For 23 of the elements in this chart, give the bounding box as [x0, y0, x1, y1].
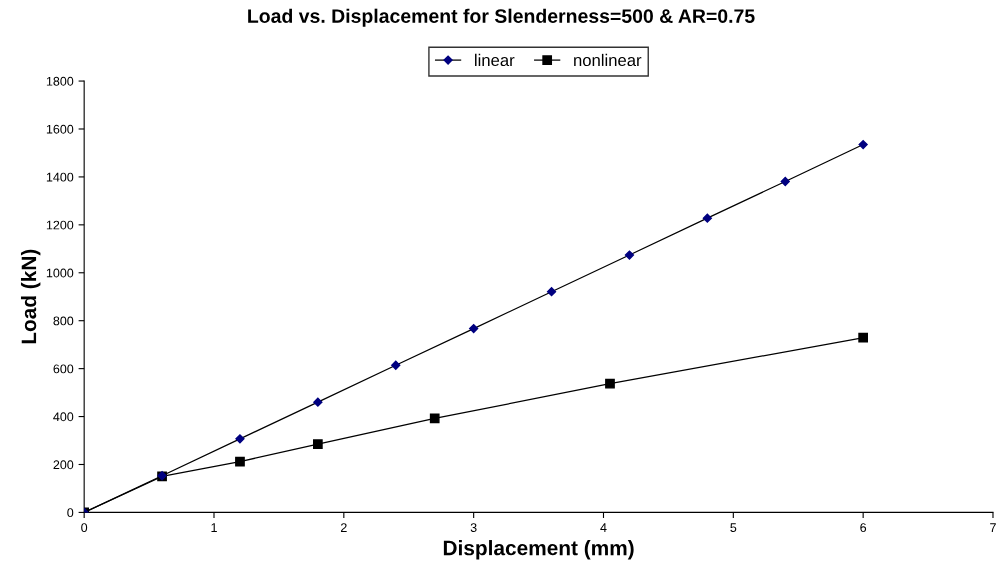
- y-tick-label: 0: [67, 508, 74, 518]
- y-tick-label: 1200: [46, 220, 74, 230]
- y-tick-label: 1000: [46, 268, 74, 278]
- y-tick-label: 800: [53, 316, 74, 326]
- y-tick-label: 1600: [46, 124, 74, 134]
- chart-title: Load vs. Displacement for Slenderness=500 & AR=0.75: [248, 8, 755, 27]
- legend-label: nonlinear: [574, 53, 642, 67]
- x-tick-label: 6: [860, 523, 867, 533]
- y-tick-label: 600: [53, 364, 74, 374]
- y-tick-label: 400: [53, 412, 74, 422]
- x-tick-label: 0: [81, 523, 88, 533]
- x-tick-label: 7: [990, 523, 996, 532]
- x-tick-label: 1: [211, 523, 217, 532]
- x-tick-label: 5: [730, 523, 737, 533]
- legend-label: linear: [475, 53, 515, 67]
- x-tick-label: 3: [470, 523, 477, 533]
- y-tick-label: 1400: [46, 172, 74, 182]
- x-tick-label: 4: [600, 523, 607, 532]
- x-tick-label: 2: [340, 523, 347, 532]
- x-axis-title: Displacement (mm): [443, 540, 634, 560]
- y-tick-label: 1800: [46, 76, 74, 86]
- y-tick-label: 200: [53, 460, 74, 470]
- y-axis-title: Load (kN): [20, 249, 41, 344]
